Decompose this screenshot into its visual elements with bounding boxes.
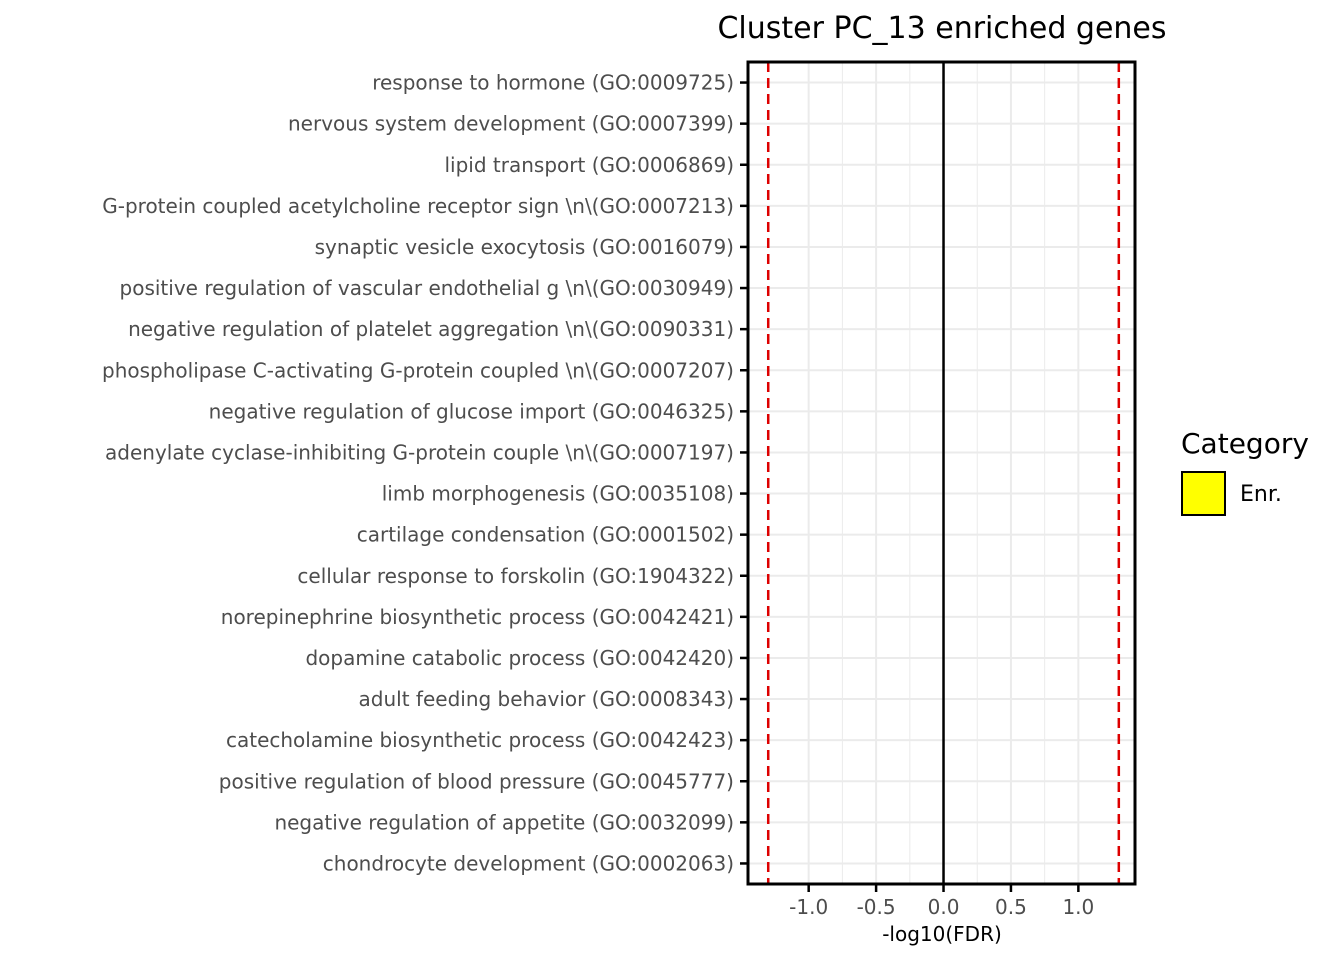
y-tick-label: positive regulation of vascular endothel… — [120, 276, 734, 300]
y-tick-label: positive regulation of blood pressure (G… — [219, 769, 734, 793]
y-tick-label: nervous system development (GO:0007399) — [288, 112, 734, 136]
y-tick-label: cellular response to forskolin (GO:19043… — [297, 564, 734, 588]
y-tick-label: negative regulation of appetite (GO:0032… — [274, 810, 734, 834]
y-tick-label: negative regulation of platelet aggregat… — [128, 317, 734, 341]
chart-title: Cluster PC_13 enriched genes — [717, 11, 1166, 46]
y-tick-label: dopamine catabolic process (GO:0042420) — [305, 646, 734, 670]
legend-title: Category — [1181, 427, 1309, 460]
y-tick-label: chondrocyte development (GO:0002063) — [323, 851, 734, 875]
y-tick-label: response to hormone (GO:0009725) — [372, 71, 734, 95]
y-tick-label: adult feeding behavior (GO:0008343) — [359, 687, 734, 711]
y-tick-label: synaptic vesicle exocytosis (GO:0016079) — [315, 235, 734, 259]
y-tick-label: cartilage condensation (GO:0001502) — [357, 523, 734, 547]
y-axis: response to hormone (GO:0009725) nervous … — [102, 71, 748, 875]
legend: Category Enr. — [1181, 427, 1309, 516]
legend-label-enr: Enr. — [1240, 482, 1282, 507]
y-tick-label: G-protein coupled acetylcholine receptor… — [102, 194, 734, 218]
x-tick-label: 1.0 — [1062, 895, 1094, 919]
y-tick-label: lipid transport (GO:0006869) — [445, 153, 735, 177]
x-axis-label: -log10(FDR) — [882, 922, 1002, 946]
y-tick-label: limb morphogenesis (GO:0035108) — [382, 482, 734, 506]
x-tick-label: -0.5 — [857, 895, 896, 919]
y-tick-label: norepinephrine biosynthetic process (GO:… — [221, 605, 734, 629]
y-tick-label: catecholamine biosynthetic process (GO:0… — [226, 728, 734, 752]
y-tick-label: adenylate cyclase-inhibiting G-protein c… — [105, 440, 734, 464]
y-tick-label: negative regulation of glucose import (G… — [209, 399, 734, 423]
x-axis: -1.0 -0.5 0.0 0.5 1.0 — [789, 884, 1094, 919]
panel-border — [746, 60, 1137, 886]
y-tick-label: phospholipase C-activating G-protein cou… — [102, 358, 734, 382]
reference-lines — [766, 62, 1121, 884]
x-tick-label: 0.0 — [928, 895, 960, 919]
x-tick-label: 0.5 — [995, 895, 1027, 919]
grid-layer — [748, 62, 1135, 884]
x-tick-label: -1.0 — [789, 895, 828, 919]
legend-key-enr — [1181, 471, 1226, 516]
